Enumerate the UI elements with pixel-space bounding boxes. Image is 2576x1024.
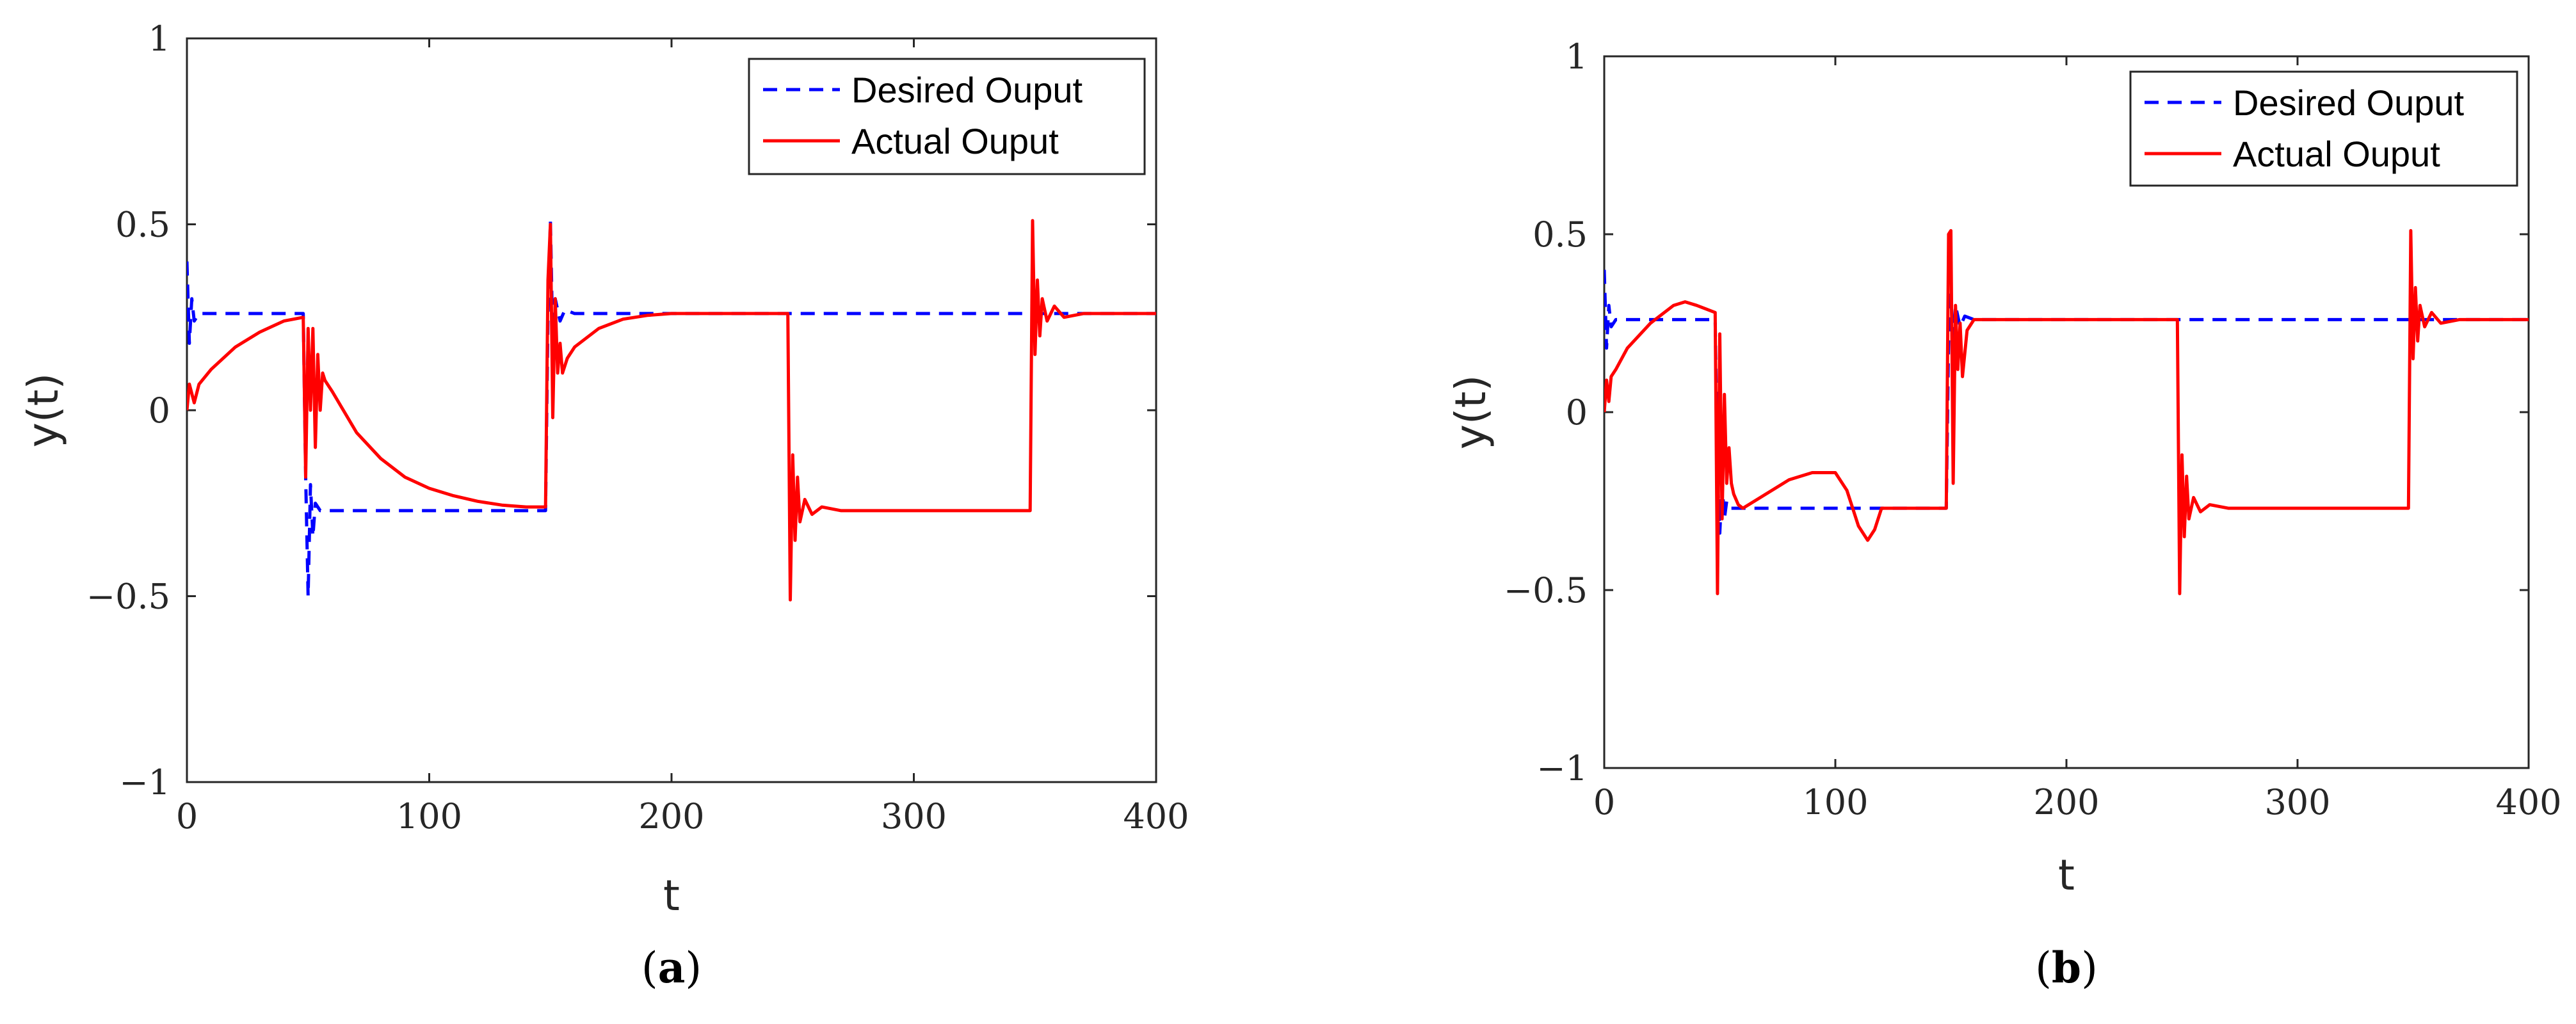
panel-label-close: )	[685, 943, 702, 993]
panel-label: (b)	[2035, 943, 2098, 993]
x-axis-label: t	[663, 871, 680, 920]
x-tick-label: 400	[2495, 782, 2561, 822]
legend-label: Desired Ouput	[851, 70, 1083, 110]
legend-box	[2129, 70, 2518, 187]
x-tick-label: 100	[396, 796, 462, 836]
panel-label-letter: a	[658, 943, 686, 993]
series-line-desired	[1604, 269, 2529, 535]
y-tick-label: 1	[1566, 36, 1588, 77]
series-line-actual	[187, 219, 1156, 602]
legend-label: Desired Ouput	[2233, 83, 2465, 123]
y-tick-label: 1	[149, 19, 170, 59]
panel-label-close: )	[2081, 943, 2098, 993]
series-line-desired	[187, 219, 1156, 598]
y-tick-label: 0	[1566, 392, 1588, 433]
y-tick-label: −1	[1536, 748, 1588, 788]
y-tick-label: −1	[119, 762, 170, 803]
y-tick-label: −0.5	[1504, 570, 1588, 611]
x-tick-label: 300	[881, 796, 947, 836]
x-tick-label: 100	[1802, 782, 1868, 822]
panel-label: (a)	[641, 943, 702, 993]
chart-panel-a: 0 100 200 300 400 −1 −0.5 0 0.5 1 t y(t) Desired Oup…	[19, 19, 1189, 993]
legend: Desired Ouput Actual Ouput	[2129, 70, 2518, 187]
legend: Desired Ouput Actual Ouput	[748, 58, 1146, 175]
x-tick-label: 300	[2264, 782, 2330, 822]
x-tick-label: 400	[1123, 796, 1189, 836]
chart-panel-b: 0 100 200 300 400 −1 −0.5 0 0.5 1 t y(t) Desired Oup…	[1446, 36, 2562, 993]
x-tick-label: 200	[638, 796, 704, 836]
legend-box	[748, 58, 1146, 175]
x-axis-label: t	[2058, 851, 2075, 900]
legend-label: Actual Ouput	[2233, 134, 2440, 174]
panel-label-open: (	[2035, 943, 2052, 993]
x-tick-label: 0	[1593, 782, 1615, 822]
y-tick-label: 0	[149, 390, 170, 431]
x-tick-label: 0	[176, 796, 198, 836]
panel-label-letter: b	[2052, 943, 2081, 993]
legend-label: Actual Ouput	[851, 121, 1059, 161]
series-line-actual	[1604, 228, 2529, 596]
y-axis-label: y(t)	[19, 373, 68, 447]
panel-label-open: (	[641, 943, 658, 993]
y-tick-label: 0.5	[115, 205, 170, 245]
y-tick-label: −0.5	[86, 577, 170, 617]
y-tick-label: 0.5	[1533, 214, 1588, 255]
x-tick-label: 200	[2033, 782, 2099, 822]
y-axis-label: y(t)	[1446, 375, 1495, 449]
